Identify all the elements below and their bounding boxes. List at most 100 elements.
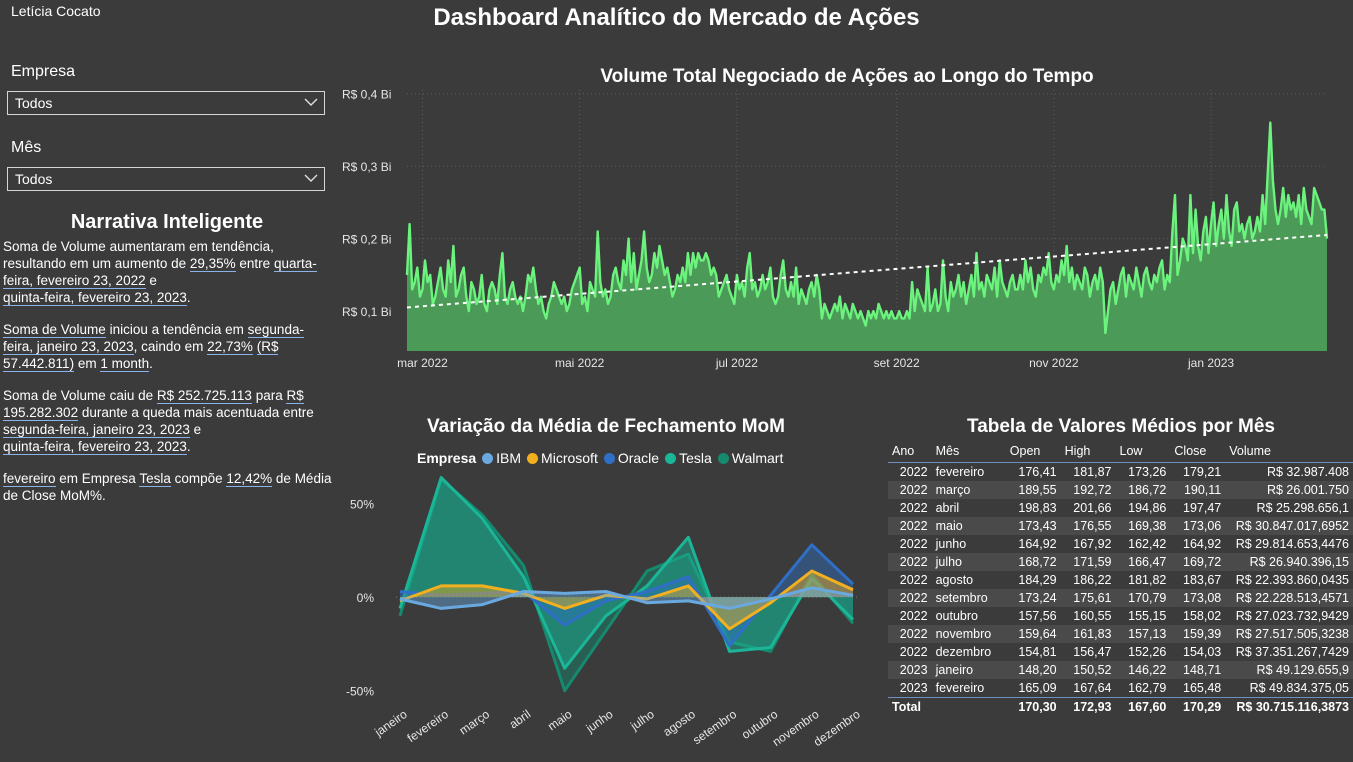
- table-cell: 171,59: [1060, 553, 1116, 571]
- x-tick-label: dezembro: [811, 707, 863, 749]
- table-row: 2022 outubro 157,56 160,55 155,15 158,02 R$ 27…: [888, 607, 1353, 625]
- empresa-dropdown[interactable]: Todos: [7, 91, 325, 115]
- table-cell: 146,22: [1115, 661, 1171, 679]
- column-header[interactable]: Mês: [931, 440, 1006, 463]
- chevron-down-icon: [304, 98, 318, 106]
- volume-chart: R$ 0,1 Bi R$ 0,2 Bi R$ 0,3 Bi R$ 0,4 Bi mar …: [342, 90, 1329, 370]
- table-cell: 173,08: [1170, 589, 1226, 607]
- mes-dropdown[interactable]: Todos: [7, 167, 325, 191]
- table-cell: 156,47: [1073, 645, 1112, 659]
- table-cell: 170,30: [1005, 697, 1061, 716]
- table-cell: 2022: [888, 625, 932, 643]
- table-cell: março: [931, 481, 1006, 499]
- table-cell: 154,03: [1183, 645, 1222, 659]
- table-cell: R$ 22.228.513,4571: [1225, 589, 1353, 607]
- column-header[interactable]: Close: [1170, 440, 1226, 463]
- table-cell: 181,82: [1128, 573, 1167, 587]
- y-tick-label: R$ 0,2 Bi: [342, 233, 391, 247]
- trend-line: [406, 234, 1328, 309]
- total-row: Total 170,30 172,93 167,60 170,29 R$ 30.715.1…: [888, 697, 1353, 716]
- x-tick-label: jan 2023: [1187, 356, 1234, 370]
- table-cell: 186,72: [1115, 481, 1171, 499]
- table-cell: abril: [935, 501, 960, 515]
- legend-marker: [603, 453, 615, 464]
- table-cell: 190,11: [1170, 481, 1226, 499]
- table-cell: 168,72: [1005, 553, 1061, 571]
- user-name: Letícia Cocato: [11, 3, 101, 19]
- table-cell: 2022: [899, 501, 928, 515]
- values-table-container: Ano Mês Open High Low Close Volume 2022 fevereir…: [888, 440, 1353, 716]
- table-cell: 2023: [888, 661, 932, 679]
- legend-item: Oracle: [617, 450, 660, 466]
- table-cell: novembro: [931, 625, 1006, 643]
- table-cell: 181,87: [1073, 465, 1112, 479]
- table-cell: 189,55: [1005, 481, 1061, 499]
- table-cell: R$ 27.023.732,9429: [1235, 609, 1349, 623]
- narrative-text: Soma de Volume aumentaram em tendência, …: [3, 238, 333, 519]
- values-table: Ano Mês Open High Low Close Volume 2022 fevereir…: [888, 440, 1353, 716]
- table-cell: 159,39: [1170, 625, 1226, 643]
- table-cell: 2022: [899, 573, 928, 587]
- page-title: Dashboard Analítico do Mercado de Ações: [433, 4, 920, 31]
- table-row: 2023 janeiro 148,20 150,52 146,22 148,71 R$ 49…: [888, 661, 1353, 679]
- volume-chart-title: Volume Total Negociado de Ações ao Longo…: [600, 66, 1094, 87]
- table-cell: 148,71: [1170, 661, 1226, 679]
- table-cell: 167,92: [1073, 537, 1112, 551]
- series-area-walmart: [400, 479, 853, 691]
- column-header[interactable]: Low: [1115, 440, 1171, 463]
- narrative-paragraph: Soma de Volume iniciou a tendência em se…: [3, 322, 304, 372]
- table-cell: 2022: [899, 465, 928, 479]
- x-tick-label: set 2022: [874, 356, 920, 370]
- table-cell: 169,72: [1170, 553, 1226, 571]
- table-row: 2022 março 189,55 192,72 186,72 190,11 R$ 26.0…: [888, 481, 1353, 499]
- table-cell: 150,52: [1060, 661, 1116, 679]
- table-cell: R$ 27.517.505,3238: [1225, 625, 1353, 643]
- x-tick-label: mai 2022: [555, 356, 605, 370]
- x-tick-label: julho: [627, 707, 657, 734]
- table-cell: R$ 26.940.396,15: [1225, 553, 1353, 571]
- table-cell: fevereiro: [935, 465, 985, 479]
- table-cell: 173,26: [1128, 465, 1167, 479]
- table-cell: 173,43: [1005, 517, 1061, 535]
- table-row: 2022 julho 168,72 171,59 166,47 169,72 R$ 26.9…: [888, 553, 1353, 571]
- table-cell: 160,55: [1073, 609, 1112, 623]
- table-cell: 159,64: [1005, 625, 1061, 643]
- table-cell: 164,92: [1183, 537, 1222, 551]
- mom-legend: Empresa IBM Microsoft Oracle Tesla Walmart: [417, 450, 783, 466]
- table-cell: 157,56: [1018, 609, 1057, 623]
- column-header[interactable]: Open: [1005, 440, 1061, 463]
- column-header[interactable]: Ano: [888, 440, 932, 463]
- legend-item: IBM: [496, 450, 522, 466]
- table-cell: 170,79: [1115, 589, 1171, 607]
- table-cell: 194,86: [1128, 501, 1167, 515]
- table-cell: 183,67: [1183, 573, 1222, 587]
- table-row: 2022 abril 198,83 201,66 194,86 197,47 R$ 25.2…: [888, 499, 1353, 517]
- mes-filter-label: Mês: [11, 139, 42, 156]
- table-cell: 157,13: [1115, 625, 1171, 643]
- column-header[interactable]: Volume: [1225, 440, 1353, 463]
- table-cell: maio: [931, 517, 1006, 535]
- table-cell: 173,06: [1170, 517, 1226, 535]
- table-cell: R$ 49.834.375,05: [1249, 681, 1349, 695]
- column-header[interactable]: High: [1060, 440, 1116, 463]
- table-cell: setembro: [931, 589, 1006, 607]
- series-area-ibm: [400, 587, 853, 609]
- table-cell: 2022: [888, 589, 932, 607]
- table-cell: 161,83: [1060, 625, 1116, 643]
- volume-area: [407, 122, 1327, 351]
- legend-item: Walmart: [731, 450, 784, 466]
- table-cell: 2022: [888, 481, 932, 499]
- x-tick-label: abril: [507, 707, 534, 731]
- table-row: 2023 fevereiro 165,09 167,64 162,79 165,48 R$ …: [888, 679, 1353, 698]
- narrative-paragraph: Soma de Volume aumentaram em tendência, …: [3, 239, 317, 306]
- table-cell: 2022: [888, 517, 932, 535]
- table-cell: 192,72: [1060, 481, 1116, 499]
- empresa-filter-label: Empresa: [11, 63, 76, 80]
- narrative-paragraph: fevereiro em Empresa Tesla compõe 12,42%…: [3, 471, 332, 503]
- table-cell: fevereiro: [935, 681, 985, 695]
- table-cell: 173,24: [1005, 589, 1061, 607]
- table-title: Tabela de Valores Médios por Mês: [967, 416, 1275, 437]
- y-tick-label: R$ 0,1 Bi: [342, 305, 391, 319]
- table-cell: R$ 25.298.656,1: [1256, 501, 1349, 515]
